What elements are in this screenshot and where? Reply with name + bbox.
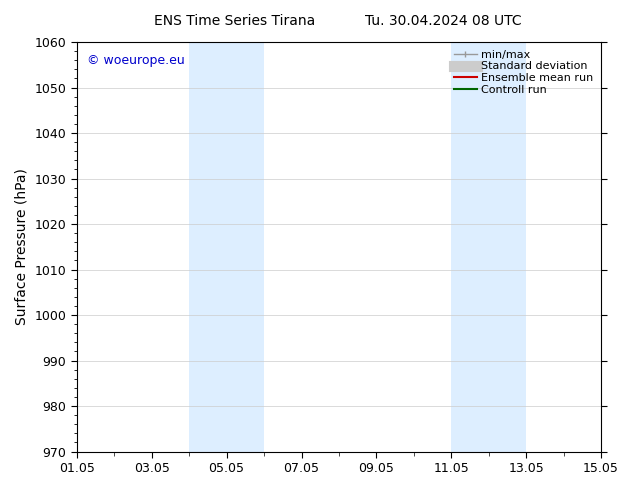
Legend: min/max, Standard deviation, Ensemble mean run, Controll run: min/max, Standard deviation, Ensemble me… [452,48,595,97]
Text: ENS Time Series Tirana: ENS Time Series Tirana [154,14,315,28]
Bar [451,42,526,452]
Text: © woeurope.eu: © woeurope.eu [87,54,185,67]
Text: Tu. 30.04.2024 08 UTC: Tu. 30.04.2024 08 UTC [365,14,522,28]
Y-axis label: Surface Pressure (hPa): Surface Pressure (hPa) [15,169,29,325]
Bar [189,42,264,452]
